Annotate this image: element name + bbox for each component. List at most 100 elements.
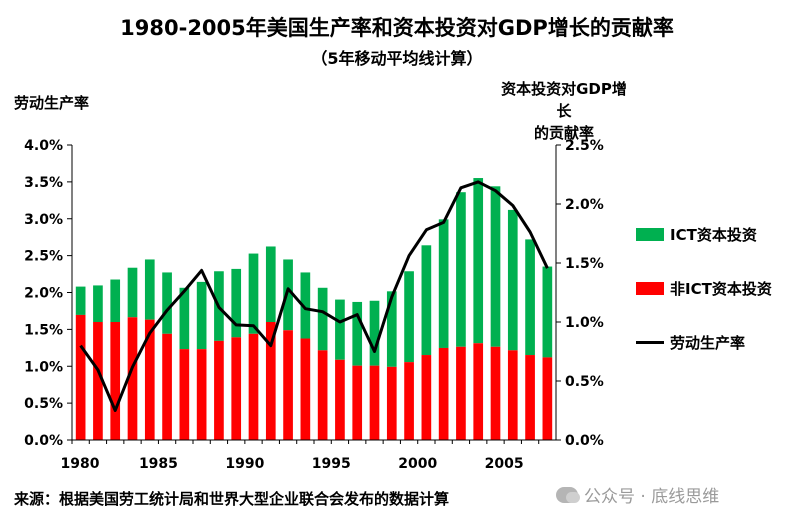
bar-non-ict-2003 (473, 343, 484, 440)
watermark: 公众号 · 底线思维 (556, 482, 719, 507)
bar-non-ict-1983 (127, 317, 138, 440)
bar-non-ict-1981 (93, 322, 103, 440)
bar-non-ict-1993 (300, 338, 311, 440)
bar-non-ict-2004 (490, 346, 501, 440)
line-group (79, 180, 549, 412)
right-tick-label: 1.5% (565, 256, 604, 272)
chart-subtitle: （5年移动平均线计算） (311, 49, 483, 68)
bar-ict-1990 (248, 253, 259, 334)
bar-non-ict-1988 (214, 340, 224, 440)
bar-ict-2001 (438, 219, 449, 348)
bar-non-ict-2002 (456, 346, 466, 440)
bar-ict-2004 (490, 186, 501, 347)
legend-swatch-ict (636, 228, 664, 241)
bar-non-ict-2006 (525, 355, 535, 440)
bar-ict-1991 (265, 246, 276, 322)
bar-non-ict-1982 (110, 322, 121, 440)
bar-ict-1981 (93, 285, 103, 322)
bar-ict-1983 (127, 267, 138, 318)
left-tick-label: 2.5% (24, 249, 63, 265)
left-tick-label: 3.5% (24, 175, 63, 191)
left-axis-label: 劳动生产率 (14, 94, 90, 112)
bar-non-ict-1995 (335, 359, 345, 440)
x-tick-label: 1990 (225, 456, 264, 472)
bar-non-ict-1998 (386, 366, 397, 440)
bar-non-ict-1994 (317, 350, 328, 440)
left-tick-label: 4.0% (24, 138, 63, 154)
wechat-icon (556, 486, 580, 503)
bar-ict-2002 (456, 192, 466, 347)
bar-ict-2003 (473, 178, 484, 344)
bar-ict-1992 (283, 259, 293, 331)
right-tick-label: 0.0% (565, 433, 604, 449)
bar-non-ict-1999 (404, 362, 414, 440)
legend-label-non-ict: 非ICT资本投资 (670, 280, 772, 298)
legend-item-non-ict: 非ICT资本投资 (636, 278, 772, 299)
source-note: 来源：根据美国劳工统计局和世界大型企业联合会发布的数据计算 (14, 490, 450, 508)
chart-title: 1980-2005年美国生产率和资本投资对GDP增长的贡献率 (120, 16, 674, 40)
bar-non-ict-1991 (265, 322, 276, 440)
left-tick-label: 0.5% (24, 396, 63, 412)
bar-non-ict-2001 (438, 347, 449, 440)
bar-non-ict-1987 (196, 349, 207, 440)
bar-ict-1985 (162, 272, 172, 334)
bar-ict-1987 (196, 281, 207, 350)
bar-non-ict-1986 (179, 349, 190, 440)
bar-ict-2005 (507, 209, 518, 351)
bar-ict-1998 (386, 291, 397, 367)
bar-ict-2000 (421, 245, 432, 356)
left-tick-label: 3.0% (24, 212, 63, 228)
right-tick-label: 2.5% (565, 138, 604, 154)
bar-non-ict-1989 (231, 337, 242, 440)
bar-non-ict-1984 (144, 319, 155, 440)
bar-ict-1982 (110, 279, 121, 322)
bars-group (75, 178, 553, 440)
bar-ict-1994 (317, 287, 328, 351)
right-axis-label-line2: 的贡献率 (533, 124, 594, 142)
bar-ict-1989 (231, 268, 242, 338)
legend-item-ict: ICT资本投资 (636, 224, 757, 245)
bar-ict-1993 (300, 272, 311, 339)
left-tick-label: 2.0% (24, 286, 63, 302)
axes-group: 0.0% 0.5% 1.0% 1.5% 2.0% 2.5% 3.0% 3.5% 4.0% 0.0%… (24, 138, 604, 472)
bar-non-ict-1985 (162, 333, 172, 440)
bar-ict-1986 (179, 287, 190, 350)
x-tick-label: 1980 (61, 456, 100, 472)
bar-non-ict-1996 (352, 365, 363, 440)
x-tick-label: 2005 (485, 456, 524, 472)
legend-label-productivity: 劳动生产率 (670, 334, 746, 352)
right-axis-label: 资本投资对GDP增长 的贡献率 (496, 78, 632, 144)
bar-ict-2007 (542, 266, 553, 358)
bar-non-ict-1980 (75, 314, 86, 440)
right-tick-label: 0.5% (565, 374, 604, 390)
x-tick-label: 2000 (398, 456, 437, 472)
x-tick-label: 1995 (312, 456, 351, 472)
bar-non-ict-1997 (369, 365, 380, 440)
bar-non-ict-1992 (283, 330, 293, 440)
bar-non-ict-2005 (507, 350, 518, 440)
watermark-text: 公众号 · 底线思维 (584, 487, 720, 507)
left-tick-label: 0.0% (24, 433, 63, 449)
line-productivity (79, 180, 549, 412)
bar-ict-2006 (525, 239, 535, 356)
bar-ict-1980 (75, 286, 86, 315)
bar-ict-1999 (404, 271, 414, 363)
right-tick-label: 1.0% (565, 315, 604, 331)
bar-ict-1984 (144, 259, 155, 320)
legend-item-productivity: 劳动生产率 (636, 332, 745, 353)
x-tick-label: 1985 (139, 456, 178, 472)
left-tick-label: 1.0% (24, 359, 63, 375)
bar-ict-1997 (369, 300, 380, 366)
legend-swatch-non-ict (636, 282, 664, 295)
right-tick-label: 2.0% (565, 197, 604, 213)
bar-non-ict-2000 (421, 355, 432, 440)
bar-ict-1996 (352, 301, 363, 366)
bar-ict-1995 (335, 299, 345, 360)
left-tick-label: 1.5% (24, 322, 63, 338)
legend-label-ict: ICT资本投资 (670, 226, 757, 244)
bar-non-ict-1990 (248, 333, 259, 440)
right-axis-label-line1: 资本投资对GDP增长 (501, 80, 627, 120)
legend-swatch-productivity (636, 341, 664, 344)
